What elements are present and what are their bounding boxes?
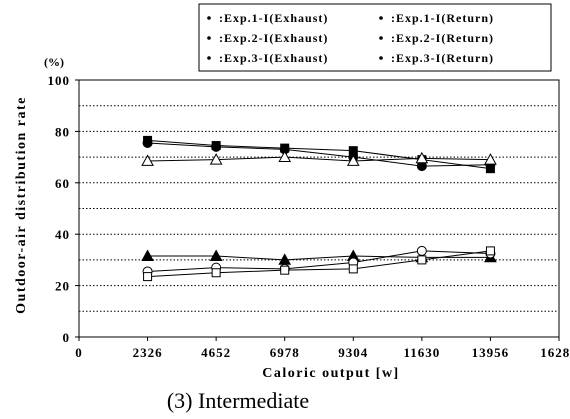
data-point bbox=[143, 135, 153, 145]
y-tick-label: 80 bbox=[55, 124, 70, 139]
legend: :Exp.1-I(Exhaust) :Exp.1-I(Return) :Exp.2-… bbox=[198, 3, 552, 72]
x-tick-label: 13956 bbox=[472, 345, 510, 360]
axis-ticks: 0 20 40 60 80 100 0 2326 4652 6978 9304 11630 13956 1… bbox=[48, 73, 570, 360]
legend-bullet bbox=[379, 16, 383, 20]
data-point bbox=[484, 153, 497, 165]
data-point bbox=[143, 272, 153, 282]
y-axis-label: Outdoor-air distribution rate bbox=[14, 96, 29, 314]
x-tick-label: 6978 bbox=[270, 345, 300, 360]
data-point bbox=[346, 154, 360, 166]
legend-entry: :Exp.1-I(Exhaust) bbox=[219, 11, 328, 25]
y-tick-label: 0 bbox=[63, 330, 71, 345]
x-axis-label: Caloric output [w] bbox=[262, 366, 399, 381]
x-tick-label: 0 bbox=[75, 345, 83, 360]
x-tick-label: 16282 bbox=[540, 345, 570, 360]
legend-entry: :Exp.3-I(Return) bbox=[391, 51, 494, 65]
series-6 bbox=[143, 246, 495, 282]
y-tick-label: 60 bbox=[55, 176, 70, 191]
data-point bbox=[141, 249, 154, 261]
series-4 bbox=[141, 150, 497, 166]
data-point bbox=[141, 154, 154, 166]
y-tick-label: 20 bbox=[55, 279, 70, 294]
data-point bbox=[416, 245, 427, 256]
data-point bbox=[485, 246, 495, 256]
data-point bbox=[211, 141, 221, 151]
data-point bbox=[348, 146, 358, 156]
legend-bullet bbox=[207, 36, 211, 40]
legend-entry: :Exp.2-I(Exhaust) bbox=[219, 31, 328, 45]
series-line bbox=[147, 142, 491, 167]
series-line bbox=[147, 250, 491, 272]
y-tick-label: 40 bbox=[55, 227, 70, 242]
data-point bbox=[415, 151, 429, 164]
figure-caption: (3) Intermediate bbox=[167, 388, 309, 413]
data-point bbox=[348, 264, 358, 274]
grid bbox=[79, 105, 559, 312]
legend-box bbox=[198, 3, 552, 72]
data-point bbox=[280, 265, 290, 275]
plot-area bbox=[78, 79, 560, 338]
legend-bullet bbox=[207, 56, 211, 60]
legend-bullet bbox=[379, 56, 383, 60]
data-point bbox=[485, 164, 495, 174]
legend-entry: :Exp.3-I(Exhaust) bbox=[219, 51, 328, 65]
series-line bbox=[147, 255, 491, 261]
y-unit-label: (%) bbox=[44, 55, 64, 69]
x-tick-label: 11630 bbox=[403, 345, 440, 360]
x-tick-label: 2326 bbox=[133, 345, 163, 360]
series-line bbox=[147, 156, 491, 162]
series-layer bbox=[141, 135, 497, 282]
data-point bbox=[209, 153, 223, 165]
series-line bbox=[147, 250, 491, 278]
legend-bullet bbox=[379, 36, 383, 40]
x-tick-label: 4652 bbox=[201, 345, 231, 360]
legend-entry: :Exp.2-I(Return) bbox=[391, 31, 494, 45]
data-point bbox=[417, 255, 427, 265]
data-point bbox=[211, 268, 221, 278]
data-point bbox=[209, 249, 223, 261]
data-point bbox=[278, 150, 292, 162]
legend-bullet bbox=[207, 16, 211, 20]
series-line bbox=[147, 139, 491, 170]
legend-entry: :Exp.1-I(Return) bbox=[391, 11, 494, 25]
x-tick-label: 9304 bbox=[338, 345, 368, 360]
y-tick-label: 100 bbox=[48, 73, 71, 88]
